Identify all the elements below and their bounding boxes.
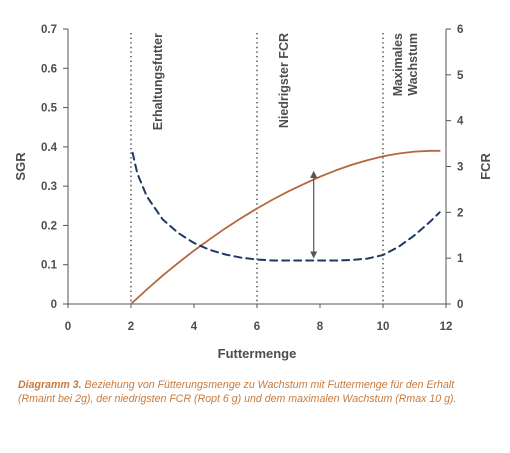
caption: Diagramm 3. Beziehung von Fütterungsmeng…: [18, 379, 492, 406]
y-left-tick-label: 0.4: [41, 142, 58, 154]
vline-label: Erhaltungsfutter: [151, 33, 165, 130]
y-right-axis-title: FCR: [478, 153, 493, 180]
x-tick-label: 6: [254, 321, 260, 333]
x-tick-label: 2: [128, 321, 134, 333]
curves: [130, 149, 441, 305]
y-left-tick-label: 0.7: [41, 24, 57, 36]
vline-label: Wachstum: [406, 33, 420, 96]
x-tick-label: 0: [65, 321, 71, 333]
x-tick-label: 10: [377, 321, 390, 333]
y-left-axis-title: SGR: [13, 152, 28, 181]
x-axis-title: Futtermenge: [218, 346, 297, 361]
fcr-curve: [131, 151, 441, 262]
y-left-tick-label: 0: [51, 299, 57, 311]
x-tick-label: 12: [440, 321, 453, 333]
y-right-tick-label: 6: [457, 24, 463, 36]
y-right-tick-label: 1: [457, 253, 464, 265]
vertical-markers: Erhaltungsfutter Niedrigster FCR Maximales…: [130, 33, 420, 304]
caption-bold: Diagramm 3.: [18, 379, 82, 391]
x-tick-label: 8: [317, 321, 324, 333]
vline-label: Maximales: [391, 33, 405, 96]
y-right-tick-label: 0: [457, 299, 463, 311]
y-right-tick-label: 4: [457, 116, 464, 128]
y-right-tick-label: 5: [457, 70, 464, 82]
caption-text: Beziehung von Fütterungsmenge zu Wachstu…: [18, 379, 457, 405]
y-right-tick-label: 3: [457, 162, 463, 174]
y-left-tick-label: 0.3: [41, 181, 57, 193]
sgr-curve: [130, 149, 441, 305]
y-left-tick-label: 0.6: [41, 63, 57, 75]
vline-label: Niedrigster FCR: [277, 33, 291, 128]
y-left-tick-label: 0.1: [41, 260, 58, 272]
y-left-tick-label: 0.5: [41, 103, 58, 115]
x-tick-label: 4: [191, 321, 198, 333]
y-right-tick-label: 2: [457, 207, 463, 219]
y-left-tick-label: 0.2: [41, 220, 57, 232]
